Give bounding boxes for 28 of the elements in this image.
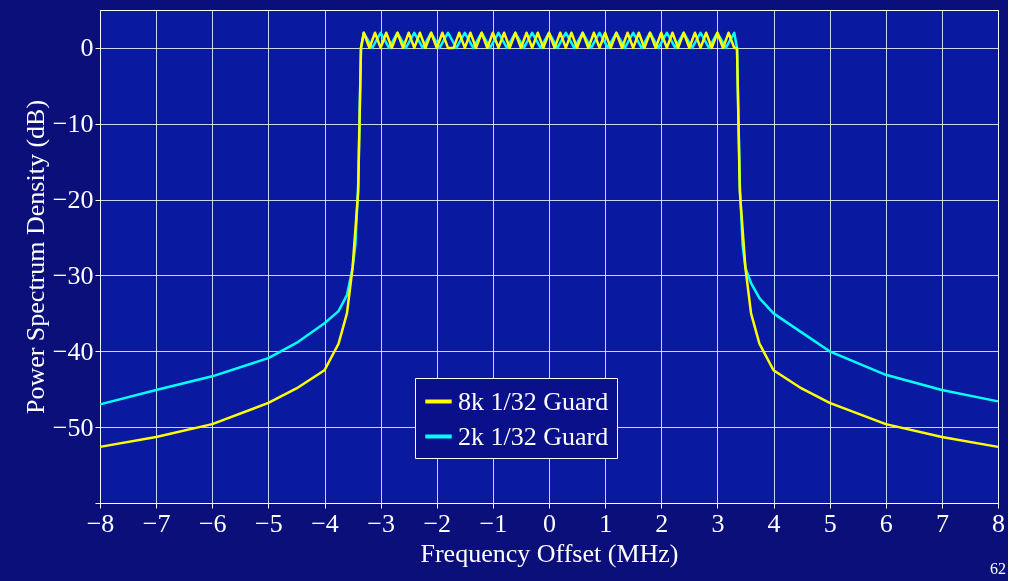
x-tick-label: 1 <box>599 508 613 538</box>
y-axis-title: Power Spectrum Density (dB) <box>20 99 50 415</box>
x-tick-label: 6 <box>879 508 893 538</box>
x-tick-label: 5 <box>823 508 837 538</box>
x-tick-label: 3 <box>711 508 725 538</box>
x-tick-label: −2 <box>423 508 452 538</box>
x-tick-label: 7 <box>935 508 949 538</box>
text: 62 <box>990 560 1006 577</box>
x-tick-label: −8 <box>86 508 115 538</box>
x-axis-title: Frequency Offset (MHz) <box>420 538 679 568</box>
x-tick-label: 8 <box>992 508 1005 538</box>
x-tick-label: 0 <box>543 508 556 538</box>
y-tick-label: −50 <box>52 412 94 442</box>
x-tick-label: −4 <box>311 508 339 538</box>
x-tick-label: 4 <box>767 508 781 538</box>
y-tick-label: −30 <box>52 260 94 290</box>
y-tick-label: −10 <box>52 109 94 139</box>
y-tick-label: 0 <box>80 33 94 63</box>
x-tick-label: −1 <box>479 508 508 538</box>
x-tick-label: −5 <box>255 508 283 538</box>
x-tick-label: −7 <box>142 508 171 538</box>
x-tick-label: 2 <box>655 508 669 538</box>
legend-label: 8k 1/32 Guard <box>458 386 609 416</box>
legend-label: 2k 1/32 Guard <box>458 421 609 451</box>
x-tick-label: −6 <box>198 508 227 538</box>
y-tick-label: −40 <box>52 336 94 366</box>
y-tick-label: −20 <box>52 185 94 215</box>
x-tick-label: −3 <box>367 508 395 538</box>
